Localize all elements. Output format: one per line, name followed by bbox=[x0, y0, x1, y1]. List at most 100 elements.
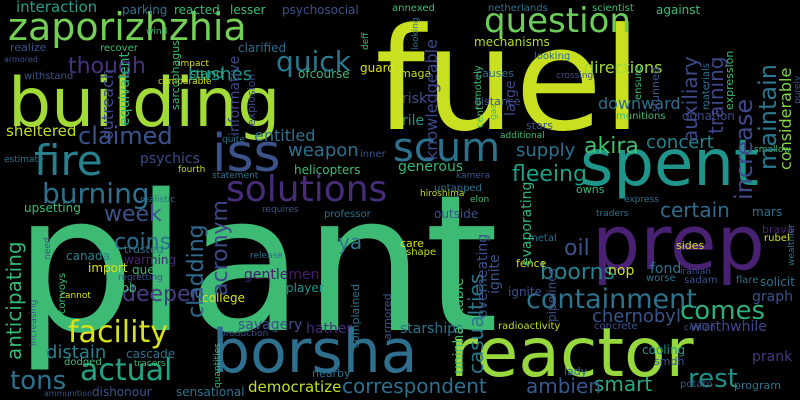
word-increasing: increasing bbox=[29, 299, 39, 346]
word-zaporizhzhia: zaporizhzhia bbox=[8, 5, 247, 49]
word-withstand: withstand bbox=[24, 71, 74, 82]
word-auxiliary: auxiliary bbox=[678, 56, 702, 142]
word-express: express bbox=[624, 195, 659, 205]
word-traders: traders bbox=[596, 209, 629, 219]
word-rest: rest bbox=[688, 364, 738, 394]
word-iranian: iranian bbox=[680, 267, 712, 277]
word-hather: hather bbox=[306, 321, 353, 337]
word-distain: distain bbox=[46, 342, 107, 363]
word-nop: nop bbox=[608, 263, 635, 279]
word-bushes: bushes bbox=[188, 64, 253, 85]
word-solicit: mars bbox=[752, 205, 783, 219]
word-ofcourse: ofcourse bbox=[298, 67, 350, 81]
word-sarcophagus: sarcophagus bbox=[169, 40, 182, 110]
word-explosion: explosion bbox=[245, 73, 258, 126]
word-uninhabitable: uninhabitable bbox=[451, 277, 467, 374]
word-burning: burning bbox=[42, 177, 150, 210]
word-outside: outside bbox=[434, 207, 479, 221]
word-fire: fire bbox=[34, 136, 103, 185]
word-cent: distance bbox=[474, 95, 521, 108]
word-supply: supply bbox=[516, 140, 576, 161]
word-distance: donation bbox=[682, 109, 735, 123]
word-estimate: gas bbox=[489, 104, 499, 120]
word-chernobyl: chernobyl bbox=[592, 306, 681, 327]
word-deepen: deepen bbox=[122, 282, 205, 307]
word-certain: certain bbox=[660, 198, 730, 222]
word-gas: looking bbox=[534, 51, 571, 62]
word-shape: shape bbox=[406, 247, 437, 258]
word-wealthier: armored bbox=[381, 293, 394, 340]
word-fence: ignite bbox=[508, 285, 542, 299]
word-inner: inner bbox=[360, 149, 386, 160]
word-clarified: clarified bbox=[238, 41, 287, 55]
word-mechanisms: mechanisms bbox=[474, 35, 550, 49]
word-reacted: reacted bbox=[174, 3, 220, 17]
word-increase: increase bbox=[730, 98, 758, 200]
word-downward: downward bbox=[598, 94, 681, 113]
word-mars: rubel bbox=[764, 233, 790, 244]
word-democratize: democratize bbox=[248, 378, 342, 396]
word-deff: remotely bbox=[473, 65, 484, 110]
word-stunned: stunned bbox=[649, 67, 662, 112]
word-ambien: ambien bbox=[526, 374, 601, 398]
word-production: production bbox=[220, 329, 269, 339]
word-crossing: crossing bbox=[556, 71, 594, 81]
word-bravo: sides bbox=[676, 239, 705, 252]
word-psychics: psychics bbox=[140, 151, 200, 167]
word-claimed: claimed bbox=[78, 122, 173, 150]
word-need: need bbox=[43, 237, 53, 261]
word-tracers: tracers bbox=[134, 359, 166, 369]
word-stars: stars bbox=[526, 119, 554, 132]
word-parking: parking bbox=[122, 3, 168, 17]
word-concert: concert bbox=[646, 132, 714, 153]
word-correspondent: correspondent bbox=[342, 374, 487, 398]
word-remotely: looking bbox=[411, 17, 421, 50]
word-building: building bbox=[8, 64, 281, 143]
word-smart: smart bbox=[594, 372, 653, 396]
word-dodged: dodged bbox=[64, 357, 102, 368]
word-psychosocial: psychosocial bbox=[282, 3, 359, 17]
word-nearby: nearby bbox=[312, 367, 351, 380]
word-though: though bbox=[68, 54, 146, 79]
word-canada: canada bbox=[66, 249, 110, 263]
word-question: question bbox=[484, 1, 631, 41]
word-annexed: annexed bbox=[392, 3, 435, 14]
word-against: against bbox=[656, 3, 701, 17]
word-comparable: wealthier bbox=[787, 224, 797, 266]
word-cooling: pipelines bbox=[545, 268, 559, 322]
word-directions: directions bbox=[584, 58, 663, 77]
word-donation: flare bbox=[736, 275, 759, 286]
word-solutions: solutions bbox=[226, 169, 388, 210]
word-borsha: borsha bbox=[212, 317, 418, 387]
word-regretting: regretting bbox=[118, 273, 163, 283]
word-plant: plant bbox=[14, 154, 499, 375]
word-quite: quite bbox=[222, 135, 245, 145]
word-guard: guard bbox=[360, 61, 395, 75]
word-looking: armored bbox=[4, 55, 38, 64]
word-week: week bbox=[104, 202, 162, 227]
word-cannot: cannot bbox=[60, 291, 91, 301]
word-pipelines: fence bbox=[516, 257, 547, 270]
word-boorns: boorns bbox=[540, 260, 615, 285]
word-untapped: untapped bbox=[434, 183, 482, 194]
word-civilian: civilian bbox=[684, 323, 716, 333]
word-munitions: munitions bbox=[616, 111, 666, 122]
word-materials: materials bbox=[701, 63, 712, 110]
word-kamera: kamera bbox=[456, 171, 491, 181]
word-statement: statement bbox=[212, 171, 259, 181]
word-smallow: smallow bbox=[754, 145, 791, 155]
word-savagery: savagery bbox=[238, 317, 303, 333]
word-anticipating: anticipating bbox=[2, 241, 26, 360]
word-gentlemen: gentlemen bbox=[244, 267, 320, 283]
word-equivalent: equivalent bbox=[117, 52, 133, 126]
word-tons: tons bbox=[10, 366, 67, 396]
word-upsetting: upsetting bbox=[24, 201, 81, 215]
word-graph: graph bbox=[752, 289, 793, 305]
word-causes: estimate bbox=[4, 155, 44, 165]
word-actual: actual bbox=[80, 353, 173, 388]
word-acronym: acronym bbox=[208, 200, 233, 296]
word-comes: comes bbox=[680, 296, 766, 326]
word-sadam: sadam bbox=[684, 275, 718, 286]
word-generous: generous bbox=[398, 159, 464, 175]
word-queen: queen bbox=[132, 263, 170, 277]
